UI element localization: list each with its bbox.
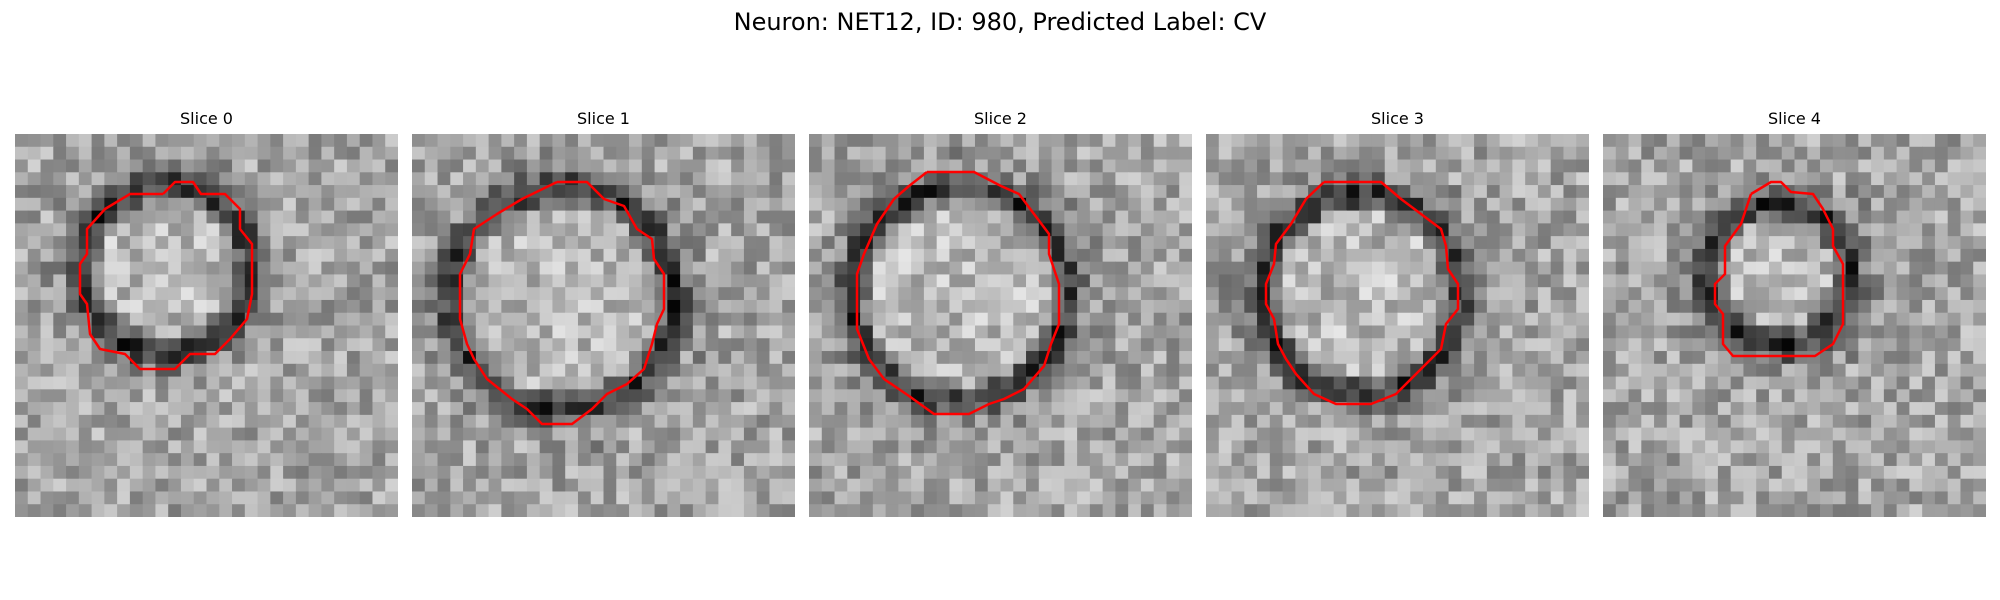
slice-4-texture xyxy=(1603,134,1986,517)
slice-4-svg xyxy=(1603,134,1986,517)
slice-2-svg xyxy=(809,134,1192,517)
slice-2-texture xyxy=(809,134,1192,517)
figure-title: Neuron: NET12, ID: 980, Predicted Label:… xyxy=(733,8,1267,36)
slice-1-contour xyxy=(458,180,666,426)
slice-image-3 xyxy=(1206,134,1589,517)
slice-1-svg xyxy=(412,134,795,517)
panel-title-slice-1: Slice 1 xyxy=(577,109,630,128)
panel-title-slice-2: Slice 2 xyxy=(974,109,1027,128)
slice-3-contour xyxy=(1264,180,1460,406)
panel-title-slice-4: Slice 4 xyxy=(1768,109,1821,128)
slice-1-texture xyxy=(412,134,795,517)
panel-title-slice-3: Slice 3 xyxy=(1371,109,1424,128)
slice-0-contour xyxy=(78,180,254,371)
slice-3-svg xyxy=(1206,134,1589,517)
slice-image-0 xyxy=(15,134,398,517)
slice-4-contour xyxy=(1713,180,1845,358)
slice-0-texture xyxy=(15,134,398,517)
slice-image-2 xyxy=(809,134,1192,517)
slice-2-contour xyxy=(855,170,1061,416)
slice-image-1 xyxy=(412,134,795,517)
slice-0-svg xyxy=(15,134,398,517)
slice-image-4 xyxy=(1603,134,1986,517)
slice-3-texture xyxy=(1206,134,1589,517)
panel-title-slice-0: Slice 0 xyxy=(180,109,233,128)
